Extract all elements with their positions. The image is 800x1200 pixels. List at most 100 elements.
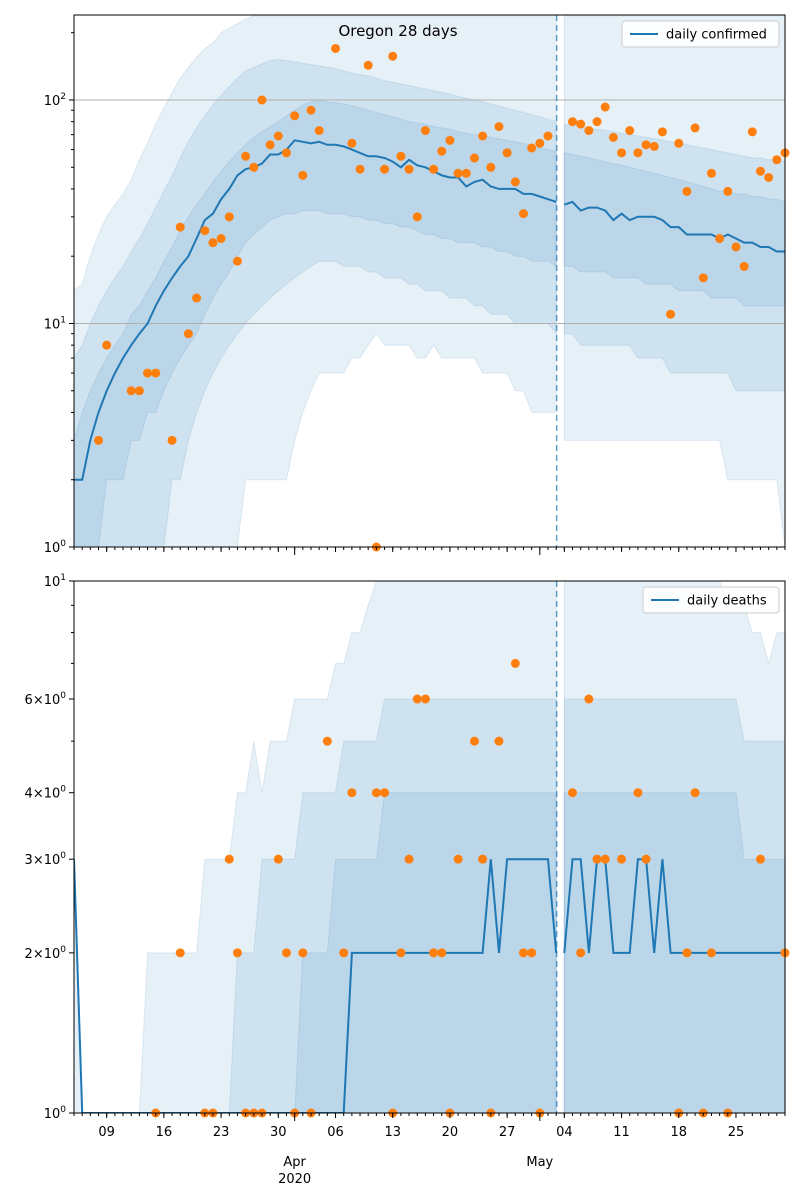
median-line <box>74 139 557 481</box>
legend-label: daily deaths <box>687 594 767 609</box>
x-month-label: Apr <box>283 1155 306 1170</box>
observed-point <box>469 153 479 163</box>
observed-point <box>576 948 586 958</box>
observed-point <box>347 138 357 148</box>
observed-point <box>518 209 528 219</box>
observed-point <box>102 340 112 350</box>
observed-point <box>216 234 226 244</box>
observed-point <box>478 854 488 864</box>
observed-point <box>510 177 520 187</box>
y-tick-label: 100 <box>44 539 67 556</box>
observed-point <box>633 148 643 158</box>
observed-point <box>420 126 430 136</box>
observed-point <box>232 256 242 266</box>
observed-point <box>363 60 373 70</box>
observed-point <box>764 172 774 182</box>
observed-point <box>273 854 283 864</box>
observed-point <box>453 854 463 864</box>
observed-point <box>502 148 512 158</box>
observed-point <box>568 117 578 127</box>
observed-point <box>535 138 545 148</box>
x-tick-label: 16 <box>156 1125 173 1140</box>
observed-point <box>339 948 349 958</box>
x-tick-label: 25 <box>728 1125 745 1140</box>
observed-point <box>755 854 765 864</box>
observed-point <box>674 138 684 148</box>
x-year-label: 2020 <box>278 1172 311 1187</box>
observed-point <box>600 102 610 112</box>
plot-area <box>74 15 785 547</box>
observed-point <box>420 694 430 704</box>
observed-point <box>747 127 757 137</box>
observed-point <box>494 736 504 746</box>
observed-point <box>396 151 406 161</box>
observed-point <box>412 212 422 222</box>
observed-point <box>224 854 234 864</box>
observed-point <box>486 162 496 172</box>
x-tick-label: 04 <box>556 1125 573 1140</box>
observed-point <box>429 164 439 174</box>
y-tick-label: 4×100 <box>25 785 67 802</box>
observed-point <box>698 273 708 283</box>
x-month-label: May <box>526 1155 553 1170</box>
band-0 <box>74 581 557 1113</box>
observed-point <box>175 948 185 958</box>
band-0 <box>563 581 785 1113</box>
observed-point <box>682 186 692 196</box>
observed-point <box>404 164 414 174</box>
observed-point <box>380 788 390 798</box>
observed-point <box>281 948 291 958</box>
deaths-panel: 100 2×100 3×100 4×100 6×100 101 09 16 23 30 06 13 20… <box>25 573 790 1187</box>
observed-point <box>600 854 610 864</box>
observed-point <box>298 948 308 958</box>
y-tick-label: 2×100 <box>25 945 67 962</box>
observed-point <box>592 117 602 127</box>
observed-point <box>314 126 324 136</box>
legend-label: daily confirmed <box>666 28 767 43</box>
observed-point <box>731 242 741 252</box>
band-1 <box>563 698 785 1113</box>
y-tick-label: 6×100 <box>25 691 67 708</box>
observed-point <box>641 854 651 864</box>
observed-point <box>200 226 210 236</box>
confirmed-panel: 100 101 102 daily confirmed <box>44 14 790 556</box>
x-tick-label: 23 <box>213 1125 230 1140</box>
band-0 <box>74 15 557 547</box>
y-tick-label: 101 <box>44 573 66 590</box>
x-tick-label: 13 <box>384 1125 401 1140</box>
observed-point <box>322 736 332 746</box>
y-tick-label: 102 <box>44 92 66 109</box>
observed-point <box>298 170 308 180</box>
observed-point <box>331 43 341 53</box>
observed-point <box>445 135 455 145</box>
observed-point <box>241 151 251 161</box>
observed-point <box>134 386 144 396</box>
observed-point <box>608 132 618 142</box>
observed-point <box>437 146 447 156</box>
observed-point <box>232 948 242 958</box>
band-0 <box>563 15 785 547</box>
observed-point <box>167 435 177 445</box>
observed-point <box>183 329 193 339</box>
x-tick-label: 09 <box>98 1125 115 1140</box>
figure-title: Oregon 28 days <box>338 22 457 40</box>
observed-point <box>617 854 627 864</box>
axes-frame <box>73 580 786 1114</box>
observed-point <box>755 166 765 176</box>
observed-point <box>469 736 479 746</box>
observed-point <box>494 122 504 132</box>
observed-point <box>371 788 381 798</box>
observed-point <box>568 788 578 798</box>
observed-point <box>706 948 716 958</box>
observed-point <box>429 948 439 958</box>
observed-point <box>404 854 414 864</box>
observed-point <box>380 164 390 174</box>
observed-point <box>576 119 586 129</box>
observed-point <box>355 164 365 174</box>
x-tick-label: 18 <box>670 1125 687 1140</box>
x-tick-label: 27 <box>499 1125 516 1140</box>
observed-point <box>224 212 234 222</box>
observed-point <box>265 140 275 150</box>
observed-point <box>290 111 300 121</box>
